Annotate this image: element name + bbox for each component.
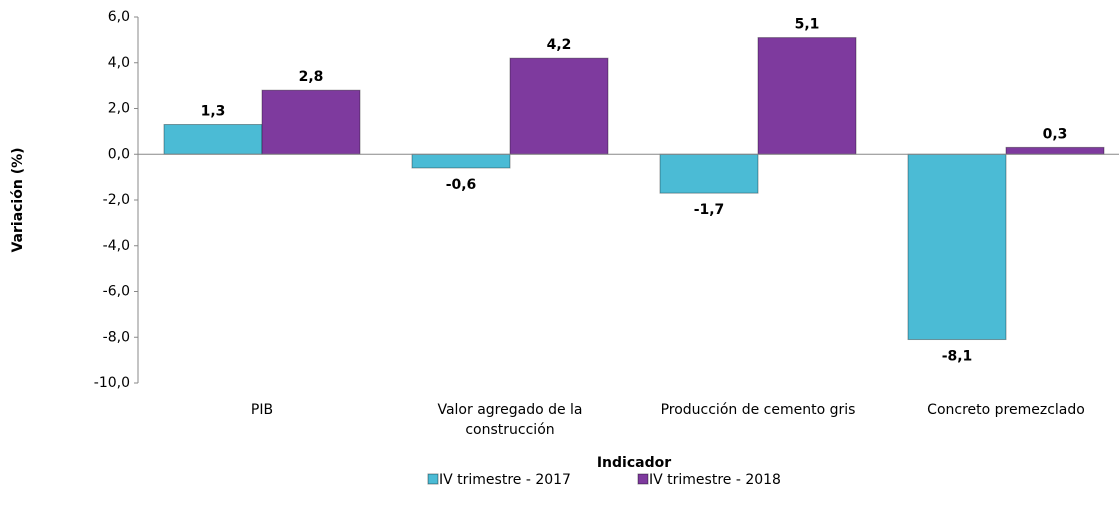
data-label: 2,8 [299,69,324,85]
y-tick-label: 4,0 [108,55,130,71]
y-tick-label: -2,0 [103,192,130,208]
y-tick-label: -10,0 [94,375,130,391]
data-label: -0,6 [446,177,477,193]
y-tick-label: -8,0 [103,329,130,345]
x-axis-label: Indicador [597,455,671,471]
x-tick-label: Concreto premezclado [927,402,1085,418]
legend-swatch [637,473,649,485]
bar [163,124,263,155]
data-label: 5,1 [795,17,820,33]
x-tick-label-box: Producción de cemento gris [660,402,856,418]
y-tick-label: 6,0 [108,9,130,25]
y-tick-label: 2,0 [108,101,130,117]
y-axis-label: Variación (%) [10,147,26,252]
data-label: -8,1 [942,349,973,365]
bar [757,37,857,155]
legend-swatch [427,473,439,485]
legend-label: IV trimestre - 2017 [439,472,571,488]
y-tick-label: -6,0 [103,284,130,300]
bar [411,153,511,169]
bar [509,57,609,155]
data-label: 1,3 [201,104,226,120]
x-tick-label-box: Concreto premezclado [927,402,1085,418]
bar [907,153,1007,341]
x-tick-label-box: PIB [250,402,274,418]
x-tick-label-box: Valor agregado de la construcción [437,402,583,438]
bar [1005,146,1105,155]
x-tick-label: Valor agregado de la construcción [437,402,583,438]
x-tick-label: Producción de cemento gris [660,402,856,418]
x-tick-label: PIB [250,402,274,418]
legend-label: IV trimestre - 2018 [649,472,781,488]
data-label: 0,3 [1043,126,1068,142]
bar [261,89,361,155]
y-tick-label: 0,0 [108,146,130,162]
y-tick-label: -4,0 [103,238,130,254]
data-label: 4,2 [547,37,572,53]
bar [659,153,759,194]
data-label: -1,7 [694,202,725,218]
